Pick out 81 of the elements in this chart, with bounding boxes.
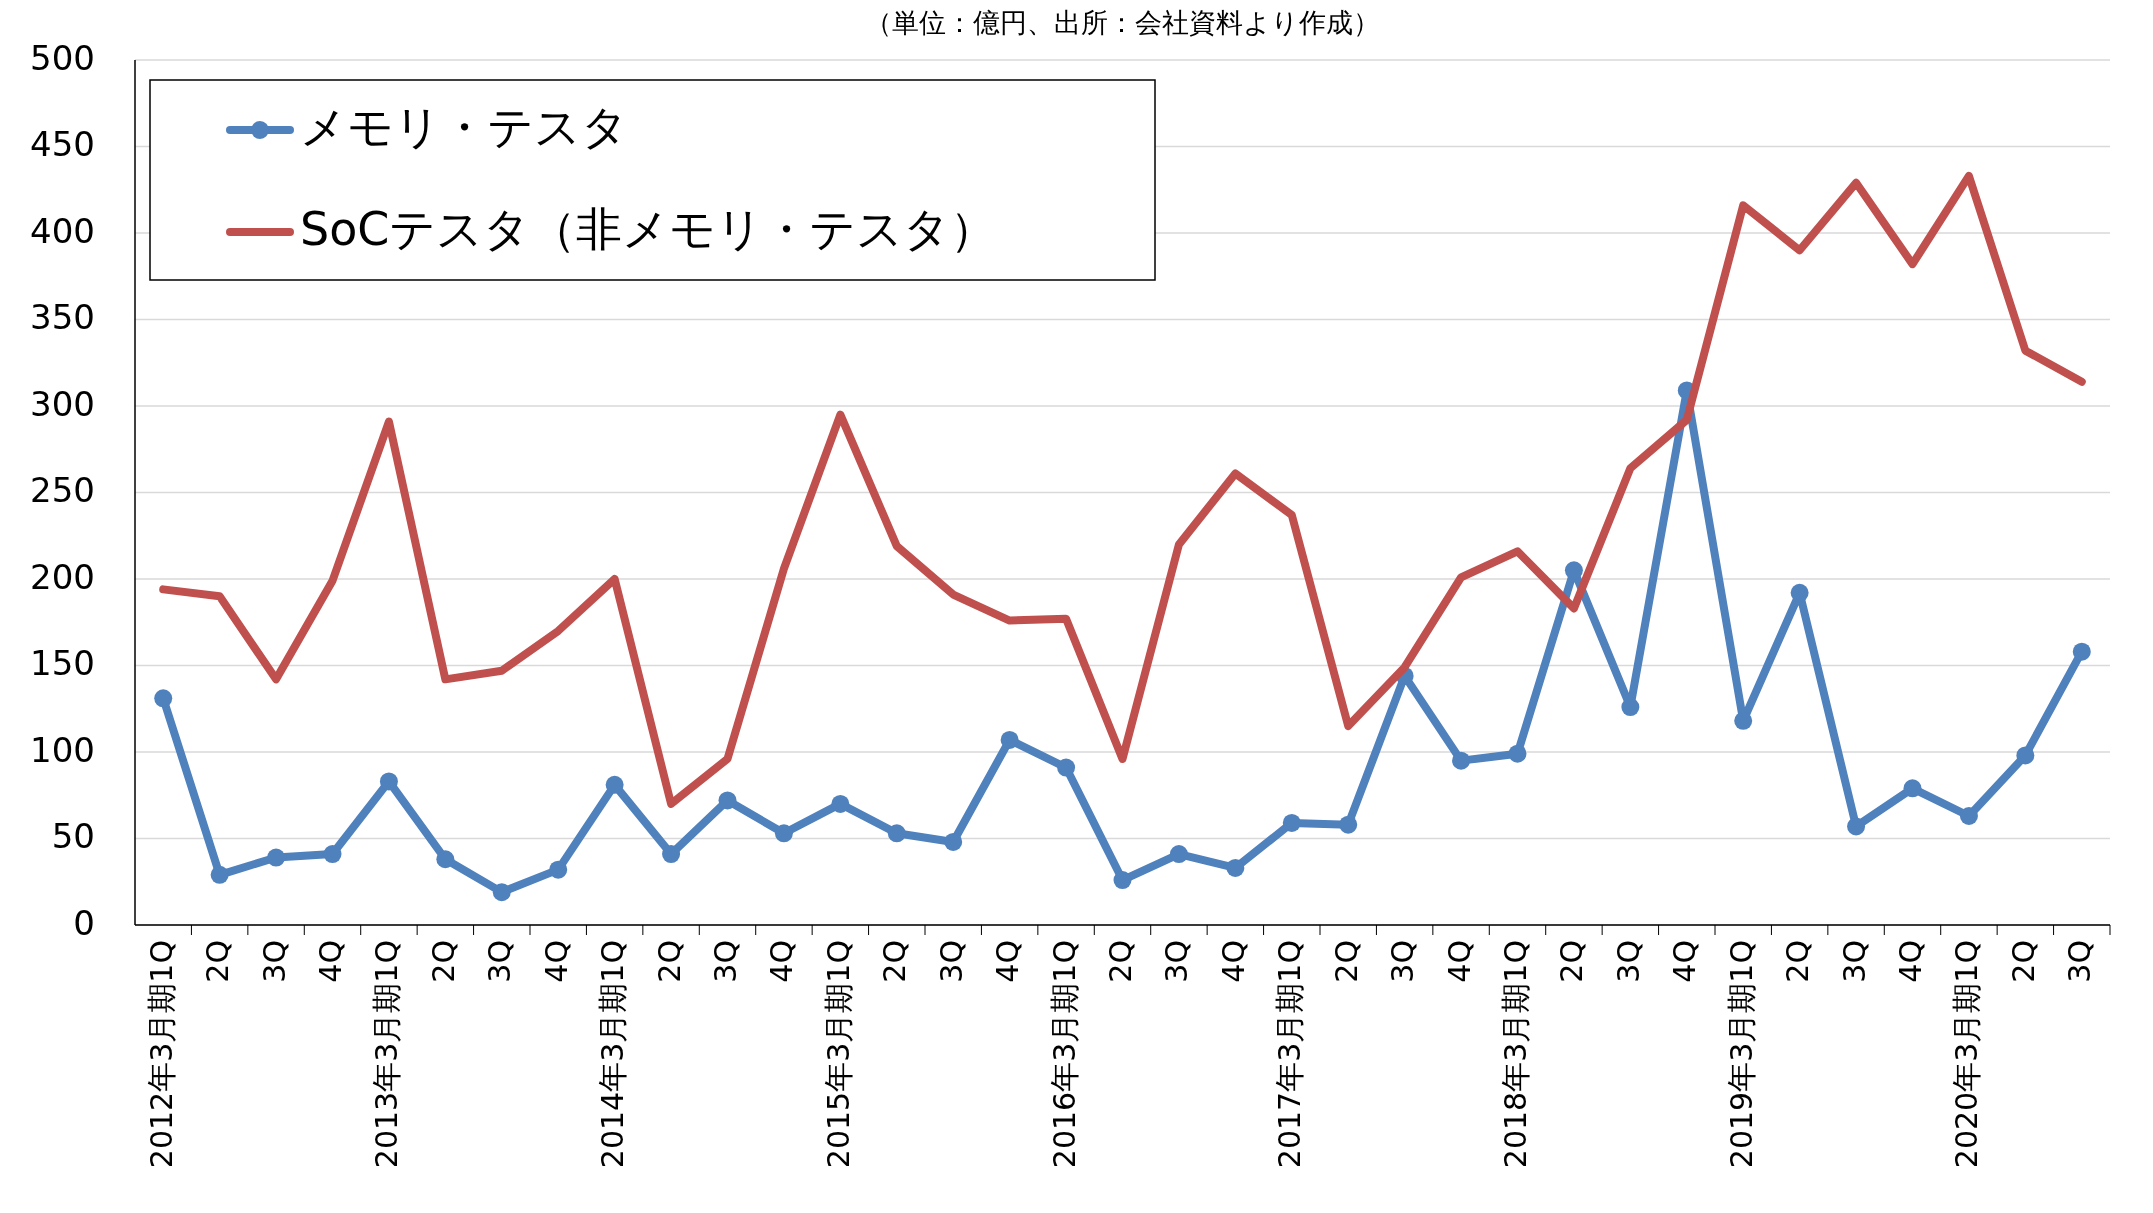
x-tick-label: 3Q xyxy=(256,940,292,983)
x-tick-label: 2Q xyxy=(2005,940,2041,983)
point xyxy=(1734,711,1753,730)
point xyxy=(1621,698,1640,717)
x-tick-label: 4Q xyxy=(1215,940,1251,983)
y-tick-label: 200 xyxy=(30,556,95,597)
point xyxy=(323,845,342,864)
x-tick-label: 2014年3月期1Q xyxy=(595,940,631,1169)
point xyxy=(831,794,850,813)
x-tick-label: 3Q xyxy=(1610,940,1646,983)
y-tick-label: 50 xyxy=(51,816,95,856)
legend-label: メモリ・テスタ xyxy=(300,99,628,154)
y-tick-label: 400 xyxy=(30,210,95,251)
point xyxy=(2072,642,2091,661)
x-tick-label: 2Q xyxy=(1780,940,1816,983)
point xyxy=(379,772,398,791)
point xyxy=(267,848,286,867)
point xyxy=(887,824,906,843)
point xyxy=(1847,817,1866,836)
point xyxy=(2016,746,2035,765)
point xyxy=(774,824,793,843)
x-tick-label: 2018年3月期1Q xyxy=(1498,940,1533,1169)
y-tick-label: 350 xyxy=(30,297,95,337)
point xyxy=(1113,871,1132,890)
point xyxy=(1959,807,1978,826)
x-tick-label: 2015年3月期1Q xyxy=(820,940,856,1169)
point xyxy=(662,845,681,864)
x-tick-label: 2Q xyxy=(200,940,236,983)
x-tick-label: 2Q xyxy=(425,940,461,983)
x-tick-label: 4Q xyxy=(313,940,348,983)
x-tick-label: 3Q xyxy=(708,940,743,983)
point xyxy=(492,883,511,902)
point xyxy=(1452,751,1471,770)
legend-label: SoCテスタ（非メモリ・テスタ） xyxy=(300,201,997,256)
x-tick-label: 2016年3月期1Q xyxy=(1046,940,1082,1169)
x-tick-label: 4Q xyxy=(1893,940,1928,983)
point xyxy=(154,689,173,708)
point xyxy=(944,832,963,851)
point xyxy=(1057,758,1076,777)
y-tick-label: 250 xyxy=(30,470,95,510)
x-tick-label: 2Q xyxy=(1554,940,1590,983)
point xyxy=(605,775,624,794)
point xyxy=(1790,583,1809,602)
point xyxy=(1339,815,1358,834)
x-tick-label: 4Q xyxy=(764,940,800,983)
x-tick-label: 3Q xyxy=(933,940,969,983)
x-tick-label: 2Q xyxy=(1328,940,1364,983)
x-tick-label: 4Q xyxy=(1441,940,1477,983)
x-tick-label: 2020年3月期1Q xyxy=(1949,940,1985,1169)
x-tick-label: 3Q xyxy=(1836,940,1872,983)
x-tick-label: 2019年3月期1Q xyxy=(1723,940,1759,1169)
x-tick-label: 2Q xyxy=(877,940,913,983)
y-tick-label: 100 xyxy=(30,729,95,770)
x-tick-label: 3Q xyxy=(1385,940,1421,983)
x-tick-label: 4Q xyxy=(1667,940,1703,983)
y-tick-label: 450 xyxy=(30,124,95,164)
y-tick-label: 500 xyxy=(30,37,95,78)
point xyxy=(718,791,737,810)
point xyxy=(1903,779,1922,798)
x-tick-label: 3Q xyxy=(2062,940,2098,983)
point xyxy=(210,865,229,884)
point xyxy=(1000,730,1019,749)
point xyxy=(1282,813,1301,832)
x-tick-label: 2Q xyxy=(1103,940,1138,983)
chart-title: （単位：億円、出所：会社資料より作成） xyxy=(865,7,1380,38)
x-tick-label: 3Q xyxy=(1159,940,1195,983)
x-tick-label: 2013年3月期1Q xyxy=(369,940,405,1169)
point xyxy=(1508,744,1527,763)
x-tick-label: 2Q xyxy=(651,940,687,983)
point xyxy=(436,850,455,869)
point xyxy=(1226,858,1245,877)
y-tick-label: 0 xyxy=(73,902,95,943)
y-tick-label: 300 xyxy=(30,383,95,424)
y-tick-label: 150 xyxy=(30,643,95,683)
x-tick-label: 4Q xyxy=(990,940,1026,983)
x-tick-label: 2012年3月期1Q xyxy=(143,940,179,1169)
x-tick-label: 2017年3月期1Q xyxy=(1272,940,1308,1169)
x-tick-label: 3Q xyxy=(482,940,518,983)
point xyxy=(1169,845,1188,864)
point xyxy=(549,860,568,879)
x-tick-label: 4Q xyxy=(538,940,574,983)
